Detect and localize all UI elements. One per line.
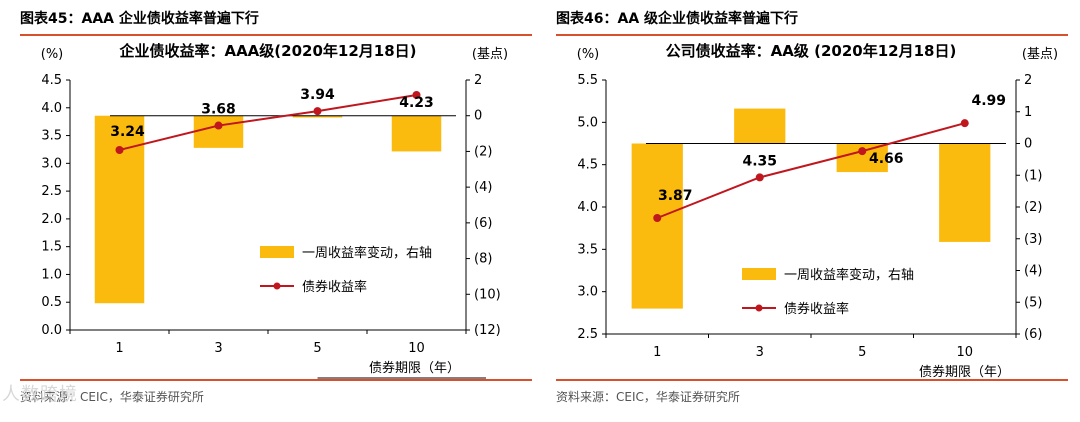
yield-line <box>119 94 417 151</box>
data-label: 3.68 <box>201 102 236 118</box>
x-tick-label: 3 <box>756 345 764 360</box>
legend-bar-swatch <box>260 246 294 258</box>
yield-point <box>858 147 867 156</box>
x-tick-label: 10 <box>408 341 425 356</box>
right-tick-label: (12) <box>474 323 501 338</box>
yield-line <box>656 122 966 219</box>
chart-aaa: 企业债收益率：AAA级(2020年12月18日) (%) (基点) 0.0 0.5 1.0… <box>41 42 508 379</box>
bar <box>193 115 244 148</box>
left-tick-label: 1.0 <box>41 267 62 282</box>
right-tick-label: (10) <box>474 287 501 302</box>
bottom-rule <box>20 379 532 381</box>
legend-line-label: 债券收益率 <box>302 279 367 295</box>
bar <box>94 115 145 304</box>
legend-bar-swatch <box>742 268 776 280</box>
left-tick-label: 5.0 <box>577 115 598 130</box>
right-tick-label: (6) <box>1024 327 1042 342</box>
left-tick-label: 3.5 <box>577 242 598 257</box>
yield-point <box>412 91 421 99</box>
yield-point <box>960 119 969 128</box>
bottom-rule <box>556 379 1068 381</box>
bar <box>391 115 442 152</box>
left-tick-label: 3.5 <box>41 129 62 144</box>
left-tick-label: 4.0 <box>577 200 598 215</box>
data-label: 3.24 <box>110 124 145 140</box>
right-tick-label: (2) <box>1024 200 1042 215</box>
chart-aa: 公司债收益率：AA级 (2020年12月18日) (%) (基点) 2.5 3.0 3.5… <box>577 42 1058 380</box>
left-tick-label: 2.0 <box>41 212 62 227</box>
right-tick-label: 2 <box>474 73 482 88</box>
left-tick-label: 3.0 <box>577 285 598 300</box>
left-tick-label: 5.5 <box>577 73 598 88</box>
chart-title: 企业债收益率：AAA级(2020年12月18日) <box>118 42 416 60</box>
data-label: 3.94 <box>300 87 335 103</box>
bar <box>734 108 786 144</box>
legend-line-marker <box>755 304 763 312</box>
figure-title: 图表46：AA 级企业债收益率普遍下行 <box>556 11 799 27</box>
left-tick-label: 0.5 <box>41 295 62 310</box>
figure-title: 图表45：AAA 企业债收益率普遍下行 <box>20 11 259 27</box>
right-tick-label: (4) <box>1024 264 1042 279</box>
data-label: 4.35 <box>742 153 777 169</box>
x-tick-label: 5 <box>313 341 321 356</box>
right-tick-label: 2 <box>1024 73 1032 88</box>
chart-title: 公司债收益率：AA级 (2020年12月18日) <box>666 42 957 60</box>
data-label: 4.99 <box>971 93 1006 109</box>
chart-panel-aa: 图表46：AA 级企业债收益率普遍下行 公司债收益率：AA级 (2020年12月… <box>556 0 1068 422</box>
left-tick-label: 1.5 <box>41 240 62 255</box>
left-axis-unit: (%) <box>577 47 600 62</box>
right-tick-label: (2) <box>474 144 492 159</box>
right-tick-label: 0 <box>474 109 482 124</box>
x-tick-label: 10 <box>956 345 973 360</box>
top-rule <box>556 34 1068 36</box>
x-tick-label: 5 <box>858 345 866 360</box>
bar <box>631 143 683 309</box>
watermark: 人数跨境 <box>2 384 78 405</box>
right-tick-label: (8) <box>474 252 492 267</box>
right-tick-label: (4) <box>474 180 492 195</box>
right-tick-label: (6) <box>474 216 492 231</box>
left-tick-label: 2.5 <box>41 184 62 199</box>
legend-bar-label: 一周收益率变动，右轴 <box>784 267 914 283</box>
legend-line-label: 债券收益率 <box>784 301 849 317</box>
x-tick-label: 3 <box>214 341 222 356</box>
data-label: 4.66 <box>869 151 904 167</box>
x-axis-title: 债券期限（年） <box>369 360 460 376</box>
data-label: 4.23 <box>399 95 434 111</box>
legend-bar-label: 一周收益率变动，右轴 <box>302 245 432 261</box>
right-axis-unit: (基点) <box>472 47 508 62</box>
right-tick-label: (5) <box>1024 295 1042 310</box>
top-rule <box>20 34 532 36</box>
source-note: 资料来源：CEIC，华泰证券研究所 <box>20 390 204 404</box>
data-label: 3.87 <box>658 188 693 204</box>
right-tick-label: (1) <box>1024 168 1042 183</box>
yield-point <box>653 214 662 223</box>
left-axis-unit: (%) <box>41 47 64 62</box>
chart-panel-aaa: 图表45：AAA 企业债收益率普遍下行 企业债收益率：AAA级(2020年12月… <box>20 0 532 422</box>
right-tick-label: 1 <box>1024 105 1032 120</box>
legend-line-marker <box>273 282 281 290</box>
x-tick-label: 1 <box>115 341 123 356</box>
yield-point <box>214 121 223 130</box>
right-tick-label: 0 <box>1024 137 1032 152</box>
x-tick-label: 1 <box>653 345 661 360</box>
yield-point <box>313 107 322 116</box>
left-tick-label: 4.0 <box>41 101 62 116</box>
left-tick-label: 4.5 <box>577 158 598 173</box>
left-tick-label: 0.0 <box>41 323 62 338</box>
bar <box>292 115 343 118</box>
x-axis-title: 债券期限（年） <box>919 364 1010 380</box>
left-tick-label: 4.5 <box>41 73 62 88</box>
right-axis-unit: (基点) <box>1022 47 1058 62</box>
right-tick-label: (3) <box>1024 232 1042 247</box>
left-tick-label: 2.5 <box>577 327 598 342</box>
bar <box>939 143 991 242</box>
left-tick-label: 3.0 <box>41 156 62 171</box>
yield-point <box>755 173 764 182</box>
yield-point <box>115 146 124 154</box>
source-note: 资料来源：CEIC，华泰证券研究所 <box>556 390 740 404</box>
